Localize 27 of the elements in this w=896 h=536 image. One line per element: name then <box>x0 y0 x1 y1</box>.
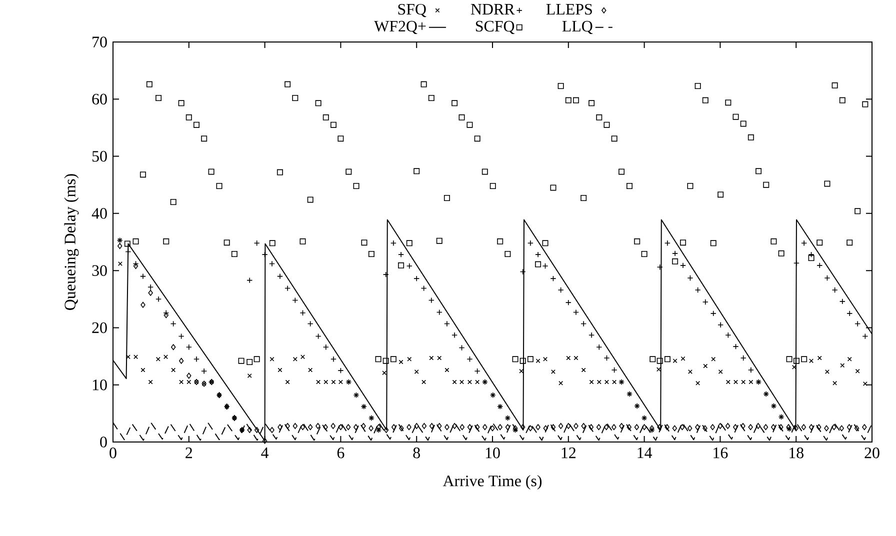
x-tick-label: 10 <box>486 448 500 458</box>
y-tick-label: 10 <box>92 379 107 390</box>
x-axis-title: Arrive Time (s) <box>442 475 542 490</box>
legend-label: LLEPS <box>546 4 592 15</box>
legend-label: NDRR <box>470 4 515 14</box>
x-tick-label: 0 <box>110 448 116 458</box>
x-tick-label: 16 <box>714 448 728 458</box>
x-tick-label: 20 <box>864 448 880 458</box>
y-tick-label: 70 <box>92 36 107 48</box>
x-tick-label: 18 <box>790 448 804 458</box>
y-tick-label: 0 <box>100 436 107 448</box>
y-tick-label: 60 <box>92 94 107 105</box>
y-tick-label: 30 <box>92 265 107 276</box>
legend-label: LLQ <box>562 20 593 34</box>
x-tick-label: 4 <box>261 448 269 458</box>
legend-label: SFQ <box>398 4 426 18</box>
legend-label: SCFQ <box>476 20 514 34</box>
y-tick-label: 40 <box>92 208 107 219</box>
x-tick-label: 2 <box>186 448 192 458</box>
x-tick-label: 12 <box>562 448 576 458</box>
y-axis-title: Queueing Delay (ms) <box>64 174 79 310</box>
legend-label: WF2Q+ <box>374 20 426 34</box>
x-tick-label: 6 <box>337 448 344 458</box>
y-tick-label: 20 <box>92 322 107 334</box>
x-tick-label: 14 <box>638 448 652 458</box>
y-tick-label: 50 <box>92 150 107 162</box>
x-tick-label: 8 <box>413 448 420 458</box>
